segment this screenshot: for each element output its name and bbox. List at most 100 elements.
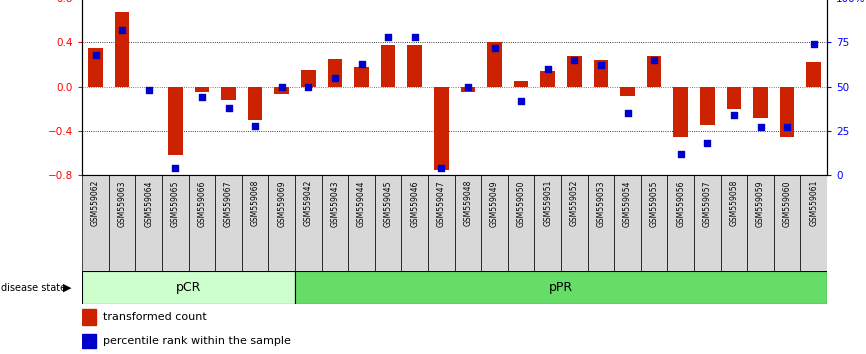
FancyBboxPatch shape <box>561 175 588 271</box>
Point <box>727 112 740 118</box>
Text: GSM559051: GSM559051 <box>543 180 553 227</box>
Point <box>381 34 395 40</box>
Text: GSM559064: GSM559064 <box>145 180 153 227</box>
Bar <box>115 11 130 87</box>
Bar <box>567 56 582 87</box>
FancyBboxPatch shape <box>82 271 295 304</box>
Point <box>594 63 608 68</box>
Bar <box>82 309 95 325</box>
Point <box>275 84 288 90</box>
Point <box>88 52 102 58</box>
Text: GSM559042: GSM559042 <box>304 180 313 227</box>
Point <box>142 87 156 93</box>
Text: GSM559056: GSM559056 <box>676 180 685 227</box>
Bar <box>88 48 103 87</box>
FancyBboxPatch shape <box>348 175 375 271</box>
FancyBboxPatch shape <box>428 175 455 271</box>
Bar <box>514 81 528 87</box>
Bar <box>168 87 183 155</box>
FancyBboxPatch shape <box>507 175 534 271</box>
Bar <box>221 87 236 100</box>
Bar <box>82 334 95 348</box>
FancyBboxPatch shape <box>295 175 321 271</box>
Text: disease state: disease state <box>1 282 66 293</box>
FancyBboxPatch shape <box>295 271 827 304</box>
FancyBboxPatch shape <box>455 175 481 271</box>
Point <box>249 123 262 129</box>
FancyBboxPatch shape <box>668 175 694 271</box>
FancyBboxPatch shape <box>242 175 268 271</box>
Point <box>168 165 182 171</box>
Text: GSM559069: GSM559069 <box>277 180 287 227</box>
Point <box>408 34 422 40</box>
Text: GSM559053: GSM559053 <box>597 180 605 227</box>
Text: ▶: ▶ <box>62 282 71 293</box>
Point <box>435 165 449 171</box>
FancyBboxPatch shape <box>747 175 774 271</box>
Point <box>328 75 342 81</box>
Point <box>461 84 475 90</box>
Text: pPR: pPR <box>549 281 573 294</box>
Point <box>354 61 368 67</box>
Point <box>488 45 501 51</box>
Text: GSM559061: GSM559061 <box>809 180 818 227</box>
Point <box>674 151 688 157</box>
FancyBboxPatch shape <box>375 175 402 271</box>
Point <box>514 98 528 104</box>
Point <box>195 95 209 100</box>
FancyBboxPatch shape <box>402 175 428 271</box>
Point <box>753 125 767 130</box>
FancyBboxPatch shape <box>588 175 614 271</box>
Bar <box>301 70 316 87</box>
FancyBboxPatch shape <box>135 175 162 271</box>
Text: GSM559052: GSM559052 <box>570 180 578 227</box>
Text: GSM559049: GSM559049 <box>490 180 499 227</box>
Bar <box>248 87 262 120</box>
Text: GSM559062: GSM559062 <box>91 180 100 227</box>
Text: GSM559059: GSM559059 <box>756 180 765 227</box>
Text: GSM559055: GSM559055 <box>650 180 659 227</box>
Bar <box>381 45 396 87</box>
Bar <box>700 87 714 125</box>
FancyBboxPatch shape <box>481 175 507 271</box>
Point <box>222 105 236 111</box>
Text: GSM559054: GSM559054 <box>623 180 632 227</box>
Text: GSM559046: GSM559046 <box>410 180 419 227</box>
Text: GSM559060: GSM559060 <box>783 180 792 227</box>
Point <box>567 57 581 63</box>
FancyBboxPatch shape <box>694 175 721 271</box>
Point <box>540 66 554 72</box>
Text: transformed count: transformed count <box>103 312 207 322</box>
FancyBboxPatch shape <box>189 175 216 271</box>
Bar <box>407 45 422 87</box>
Text: GSM559045: GSM559045 <box>384 180 392 227</box>
Text: percentile rank within the sample: percentile rank within the sample <box>103 336 291 346</box>
Text: GSM559067: GSM559067 <box>224 180 233 227</box>
Bar <box>647 56 662 87</box>
FancyBboxPatch shape <box>800 175 827 271</box>
Bar <box>806 62 821 87</box>
Text: GSM559066: GSM559066 <box>197 180 206 227</box>
Bar <box>674 87 688 137</box>
FancyBboxPatch shape <box>162 175 189 271</box>
Text: GSM559044: GSM559044 <box>357 180 366 227</box>
Text: GSM559063: GSM559063 <box>118 180 126 227</box>
FancyBboxPatch shape <box>82 175 109 271</box>
FancyBboxPatch shape <box>614 175 641 271</box>
Text: GSM559057: GSM559057 <box>703 180 712 227</box>
FancyBboxPatch shape <box>216 175 242 271</box>
FancyBboxPatch shape <box>534 175 561 271</box>
Text: GSM559043: GSM559043 <box>331 180 339 227</box>
Text: GSM559058: GSM559058 <box>729 180 739 227</box>
Bar <box>779 87 794 137</box>
Text: GSM559065: GSM559065 <box>171 180 180 227</box>
Bar <box>753 87 768 118</box>
Text: GSM559068: GSM559068 <box>250 180 260 227</box>
FancyBboxPatch shape <box>774 175 800 271</box>
FancyBboxPatch shape <box>721 175 747 271</box>
Bar <box>354 67 369 87</box>
FancyBboxPatch shape <box>321 175 348 271</box>
FancyBboxPatch shape <box>641 175 668 271</box>
Point <box>301 84 315 90</box>
Text: GSM559050: GSM559050 <box>517 180 526 227</box>
